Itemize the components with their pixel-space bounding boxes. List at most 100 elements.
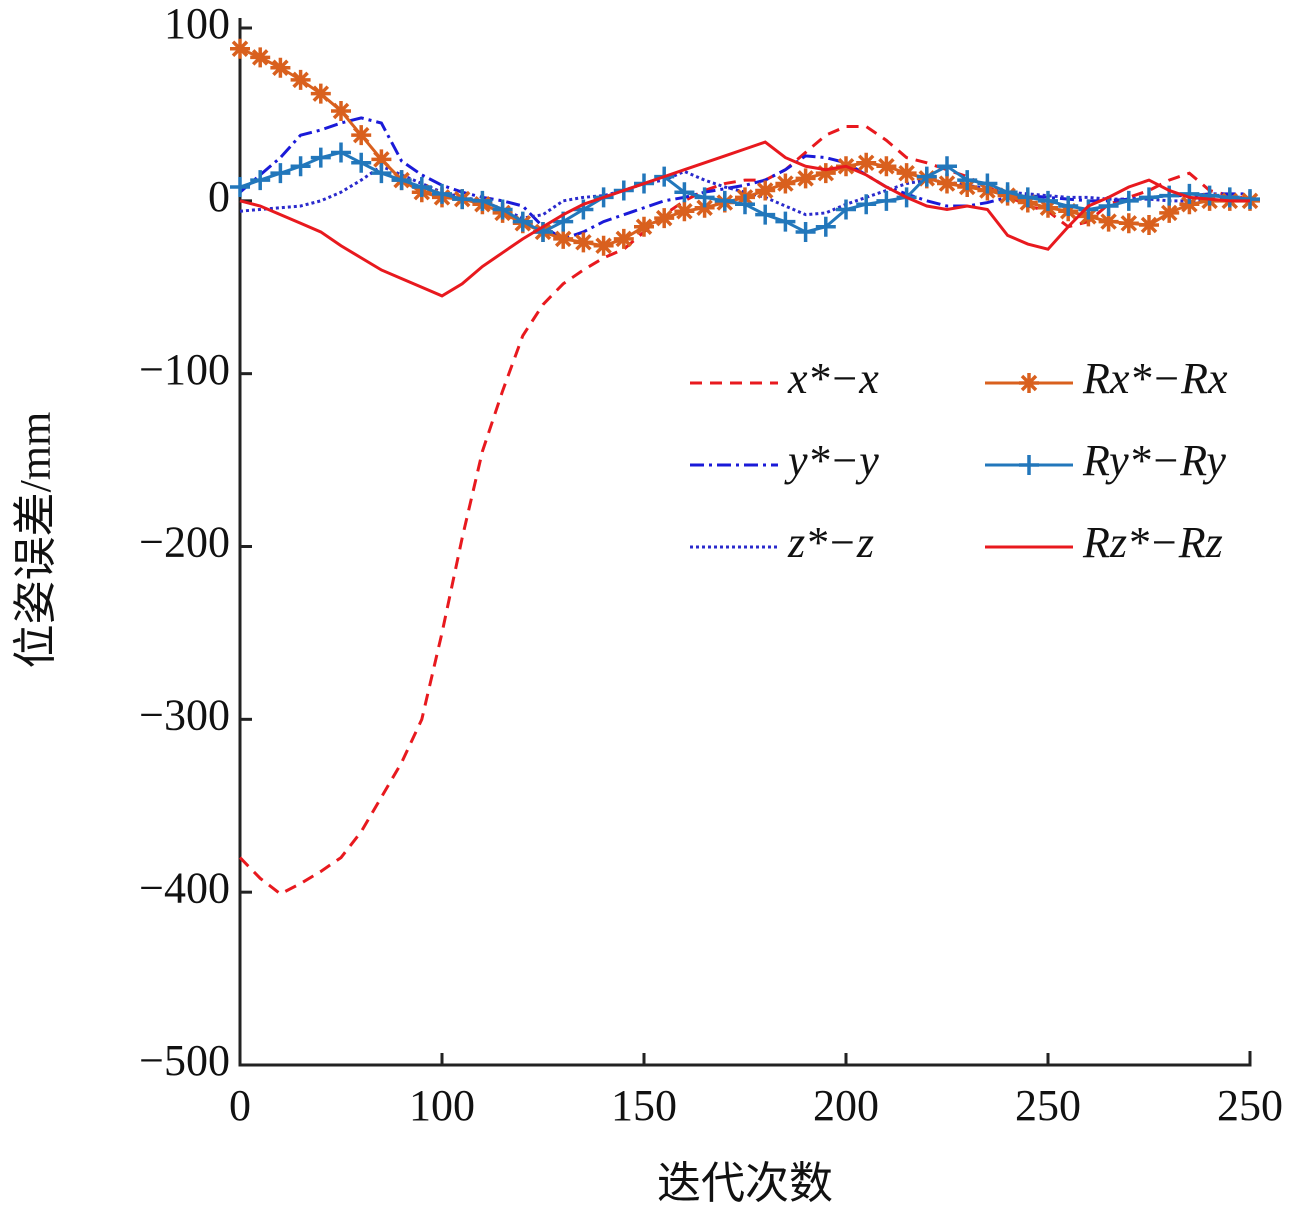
marker <box>856 152 877 173</box>
y-tick-label: −300 <box>139 690 230 739</box>
marker <box>230 177 250 198</box>
marker <box>250 170 271 191</box>
marker <box>755 204 776 225</box>
marker <box>371 149 392 170</box>
marker <box>836 199 856 220</box>
marker <box>654 208 675 229</box>
marker <box>432 183 452 204</box>
marker <box>1118 213 1139 234</box>
marker <box>815 163 836 184</box>
marker <box>573 232 594 253</box>
legend-label: y*−y <box>784 436 879 485</box>
legend-label: Ry*−Ry <box>1082 436 1226 485</box>
marker <box>714 190 735 211</box>
marker <box>937 173 957 194</box>
y-tick-label: 100 <box>164 0 230 48</box>
y-axis-label: 位姿误差/mm <box>11 412 60 669</box>
marker <box>351 152 372 173</box>
marker <box>351 125 372 146</box>
marker <box>411 177 432 198</box>
marker <box>452 189 473 210</box>
marker <box>1159 202 1180 223</box>
marker <box>290 156 311 177</box>
marker <box>310 83 331 104</box>
x-tick-label: 250 <box>1217 1081 1283 1130</box>
series-line <box>239 164 1250 220</box>
series-line <box>239 47 1250 248</box>
marker <box>1240 189 1260 210</box>
marker <box>977 173 998 194</box>
marker <box>1019 455 1039 475</box>
marker <box>1098 211 1119 232</box>
marker <box>896 163 917 184</box>
marker <box>937 156 957 177</box>
marker <box>270 57 291 78</box>
x-tick-label: 100 <box>409 1081 475 1130</box>
legend-label: x*−x <box>787 354 879 403</box>
marker <box>1078 199 1099 220</box>
marker <box>997 182 1018 203</box>
marker <box>876 190 897 211</box>
marker <box>270 163 291 184</box>
marker <box>472 190 493 211</box>
marker <box>553 228 574 249</box>
legend-label: Rz*−Rz <box>1082 518 1223 567</box>
marker <box>391 170 412 191</box>
marker <box>775 211 796 232</box>
series-line <box>239 116 1250 241</box>
marker <box>815 216 836 237</box>
marker <box>371 163 392 184</box>
y-tick-label: −100 <box>139 345 230 394</box>
marker <box>310 147 331 168</box>
marker <box>795 168 816 189</box>
marker <box>1219 187 1240 208</box>
marker <box>775 173 796 194</box>
marker <box>1179 194 1200 215</box>
marker <box>1017 187 1038 208</box>
marker <box>755 180 776 201</box>
marker <box>331 100 351 121</box>
marker <box>230 38 250 59</box>
marker <box>613 228 634 249</box>
marker <box>1139 187 1159 208</box>
marker <box>492 199 513 220</box>
y-tick-label: −200 <box>139 518 230 567</box>
marker <box>674 182 695 203</box>
marker <box>957 170 978 191</box>
marker <box>331 142 351 163</box>
marker <box>795 221 816 242</box>
marker <box>1199 185 1220 206</box>
series-line <box>238 125 1251 896</box>
marker <box>674 201 695 222</box>
x-tick-label: 250 <box>1015 1081 1081 1130</box>
marker <box>1019 373 1039 393</box>
x-axis-label: 迭代次数 <box>657 1159 833 1208</box>
marker <box>1118 190 1139 211</box>
x-tick-label: 150 <box>611 1081 677 1130</box>
legend-label: Rx*−Rx <box>1082 354 1228 403</box>
marker <box>1038 190 1058 211</box>
marker <box>512 211 533 232</box>
marker <box>856 194 877 215</box>
legend-label: z*−z <box>787 518 874 567</box>
y-tick-label: −500 <box>139 1036 230 1085</box>
marker <box>634 216 654 237</box>
marker <box>1098 196 1119 217</box>
marker <box>694 197 715 218</box>
marker <box>694 187 715 208</box>
marker <box>1159 185 1180 206</box>
marker <box>735 194 755 215</box>
x-tick-label: 200 <box>813 1081 879 1130</box>
marker <box>876 156 897 177</box>
marker <box>916 166 937 187</box>
marker <box>1058 196 1079 217</box>
y-tick-label: −400 <box>139 863 230 912</box>
marker <box>1139 215 1159 236</box>
y-tick-label: 0 <box>208 172 230 221</box>
marker <box>290 69 311 90</box>
x-tick-label: 0 <box>229 1081 251 1130</box>
marker <box>593 235 614 256</box>
marker <box>250 47 271 68</box>
series-line <box>239 140 1250 298</box>
